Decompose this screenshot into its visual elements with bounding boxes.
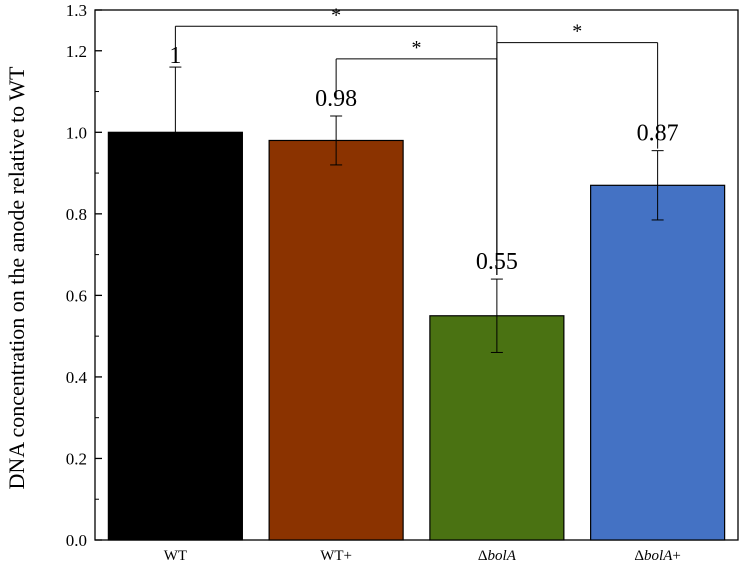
error-bars: [169, 66, 664, 353]
bar: [268, 139, 404, 541]
x-tick-label: ΔbolA+: [634, 548, 680, 564]
significance-star: *: [331, 4, 341, 26]
y-tick-label: 0.2: [66, 449, 87, 468]
y-tick-label: 0.0: [66, 531, 87, 550]
significance-star: *: [572, 21, 582, 43]
x-tick-label: ΔbolA: [478, 548, 517, 564]
y-tick-label: 1.3: [66, 1, 87, 20]
axes: 0.0 0.2 0.4 0.6 0.8 1.0 1.2 1.3 WT WT+ ΔbolA ΔbolA+: [66, 1, 739, 564]
y-tick-label: 0.6: [66, 286, 87, 305]
y-tick-label: 1.0: [66, 123, 87, 142]
y-tick-label: 1.2: [66, 42, 87, 61]
bar: [590, 184, 726, 541]
significance-brackets: * * *: [174, 4, 659, 275]
x-tick-label: WT: [164, 548, 187, 564]
bar: [429, 315, 565, 541]
y-tick-label: 0.8: [66, 205, 87, 224]
bars: [107, 131, 726, 541]
bar: [107, 131, 243, 541]
plot-frame: [94, 9, 739, 541]
x-tick-label: WT+: [320, 548, 352, 564]
significance-star: *: [412, 37, 422, 59]
y-axis-title: DNA concentration on the anode relative …: [4, 66, 29, 490]
y-tick-label: 0.4: [66, 368, 88, 387]
